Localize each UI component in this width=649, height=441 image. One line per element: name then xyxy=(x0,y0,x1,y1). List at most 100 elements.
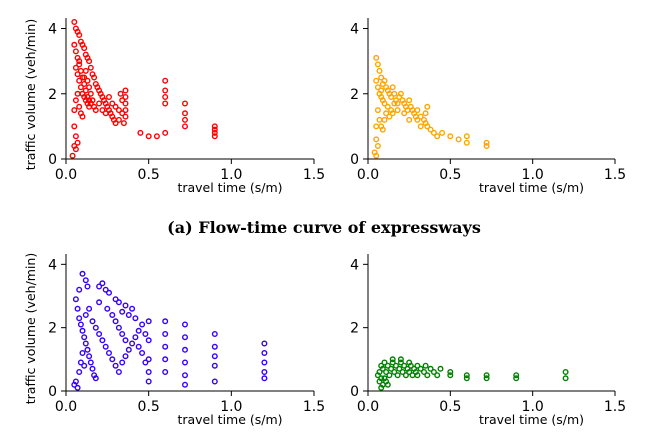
scatter-point xyxy=(378,375,385,382)
scatter-point xyxy=(427,126,434,133)
scatter-point xyxy=(447,133,454,140)
scatter-point xyxy=(406,97,413,104)
scatter-point xyxy=(162,318,169,325)
scatter-point xyxy=(397,359,404,366)
scatter-point xyxy=(96,331,103,338)
scatter-point xyxy=(76,315,83,322)
scatter-point xyxy=(79,350,86,357)
scatter-point xyxy=(379,365,386,372)
scatter-point xyxy=(378,87,385,94)
scatter-point xyxy=(89,318,96,325)
scatter-point xyxy=(74,71,81,78)
scatter-point xyxy=(86,305,93,312)
scatter-point xyxy=(430,369,437,376)
scatter-point xyxy=(414,116,421,123)
x-tick-label: 1.5 xyxy=(303,399,325,415)
scatter-point xyxy=(439,129,446,136)
scatter-point xyxy=(102,286,109,293)
scatter-point xyxy=(77,84,84,91)
scatter-point xyxy=(92,107,99,114)
scatter-point xyxy=(142,331,149,338)
scatter-point xyxy=(122,337,129,344)
scatter-point xyxy=(211,331,218,338)
x-tick-label: 1.5 xyxy=(604,167,626,183)
scatter-point xyxy=(122,93,129,100)
scatter-point xyxy=(513,375,520,382)
scatter-point xyxy=(389,84,396,91)
scatter-point xyxy=(137,129,144,136)
scatter-point xyxy=(424,103,431,110)
x-tick-label: 1.0 xyxy=(220,399,242,415)
scatter-point xyxy=(211,133,218,140)
scatter-point xyxy=(376,369,383,376)
scatter-point xyxy=(145,337,152,344)
scatter-point xyxy=(374,142,381,149)
scatter-point xyxy=(386,372,393,379)
y-tick-label: 2 xyxy=(48,321,57,337)
scatter-point xyxy=(84,346,91,353)
scatter-point xyxy=(181,123,188,130)
scatter-point xyxy=(430,129,437,136)
scatter-point xyxy=(135,327,142,334)
scatter-point xyxy=(79,327,86,334)
scatter-point xyxy=(99,337,106,344)
scatter-point xyxy=(115,299,122,306)
scatter-point xyxy=(71,41,78,48)
scatter-point xyxy=(122,302,129,309)
scatter-point xyxy=(71,19,78,26)
panel-local-road: 0.0 0.5 1.0 1.5 0 2 4 travel time (s/m) xyxy=(350,254,626,427)
scatter-point xyxy=(384,381,391,388)
scatter-point xyxy=(261,350,268,357)
scatter-point xyxy=(87,90,94,97)
scatter-point xyxy=(162,356,169,363)
x-tick-label: 0.5 xyxy=(439,167,461,183)
scatter-point xyxy=(181,372,188,379)
scatter-point xyxy=(74,305,81,312)
scatter-point xyxy=(181,346,188,353)
scatter-point xyxy=(381,77,388,84)
scatter-point xyxy=(376,116,383,123)
scatter-points xyxy=(371,54,490,159)
panel-expressway-1: 0.0 0.5 1.0 1.5 0 2 4 travel time (s/m) traffic … xyxy=(23,18,325,195)
scatter-point xyxy=(162,93,169,100)
scatter-point xyxy=(162,343,169,350)
y-tick-label: 4 xyxy=(48,22,57,38)
scatter-point xyxy=(261,340,268,347)
scatter-point xyxy=(424,123,431,130)
scatter-point xyxy=(74,90,81,97)
scatter-point xyxy=(129,340,136,347)
scatter-point xyxy=(139,350,146,357)
scatter-point xyxy=(125,346,132,353)
scatter-point xyxy=(162,369,169,376)
scatter-point xyxy=(76,286,83,293)
scatter-point xyxy=(72,48,79,55)
y-tick-label: 0 xyxy=(350,384,359,400)
scatter-point xyxy=(125,312,132,319)
scatter-point xyxy=(406,116,413,123)
scatter-point xyxy=(96,283,103,290)
scatter-point xyxy=(119,110,126,117)
y-tick-label: 2 xyxy=(48,87,57,103)
scatter-point xyxy=(122,113,129,120)
y-axis-label: traffic volume (veh/min) xyxy=(23,253,38,404)
scatter-point xyxy=(391,100,398,107)
scatter-point xyxy=(145,318,152,325)
scatter-point xyxy=(483,375,490,382)
scatter-point xyxy=(109,100,116,107)
scatter-point xyxy=(463,139,470,146)
scatter-point xyxy=(112,120,119,127)
scatter-point xyxy=(81,334,88,341)
scatter-point xyxy=(145,369,152,376)
scatter-point xyxy=(96,299,103,306)
scatter-point xyxy=(422,110,429,117)
scatter-point xyxy=(211,353,218,360)
scatter-point xyxy=(394,372,401,379)
scatter-point xyxy=(374,61,381,68)
scatter-point xyxy=(162,331,169,338)
x-tick-label: 0.0 xyxy=(55,399,77,415)
scatter-point xyxy=(391,90,398,97)
scatter-point xyxy=(71,123,78,130)
scatter-point xyxy=(105,289,112,296)
scatter-points xyxy=(69,19,218,159)
